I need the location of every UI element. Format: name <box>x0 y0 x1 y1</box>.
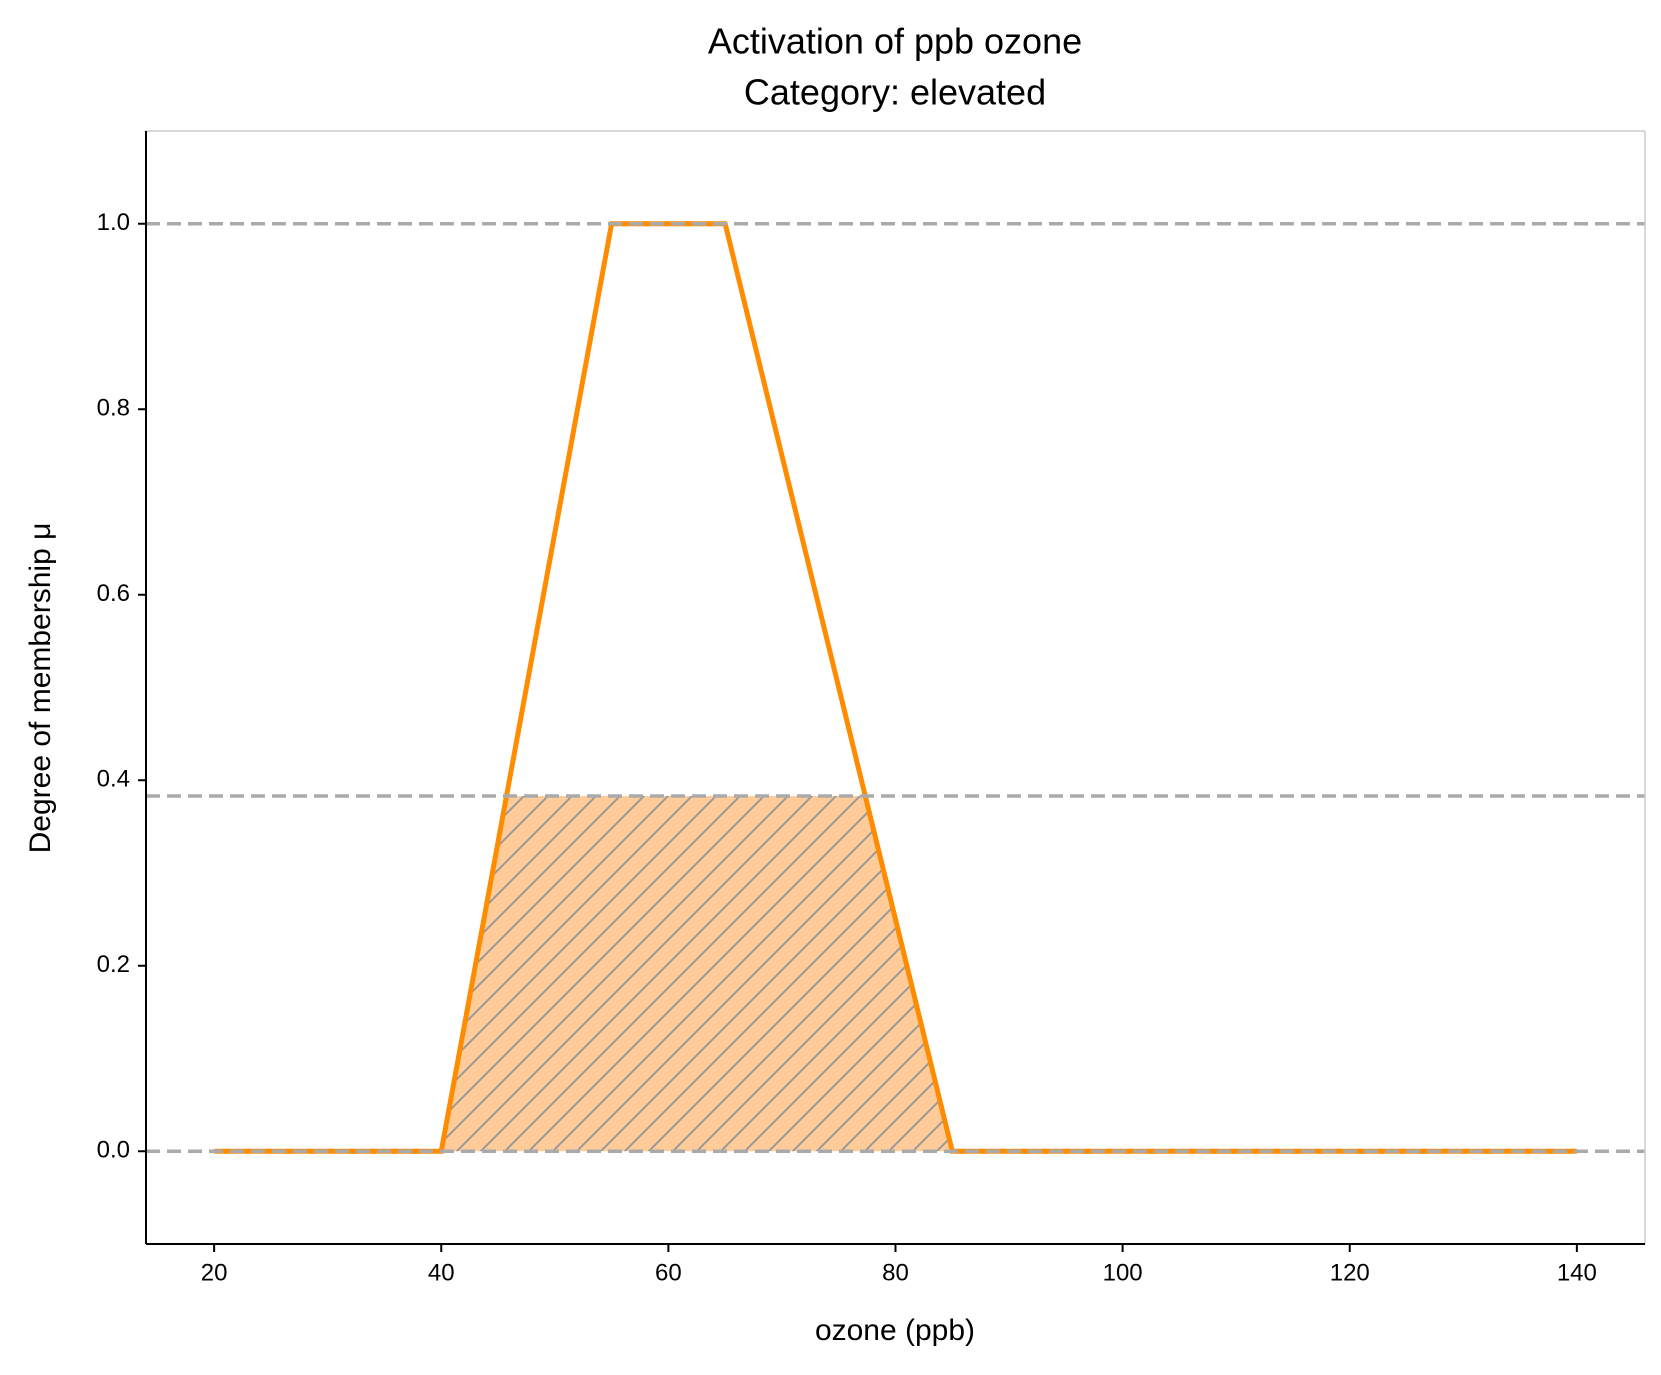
y-axis-label: Degree of membership μ <box>24 523 57 854</box>
y-tick-label: 0.0 <box>97 1137 130 1164</box>
x-tick-label: 80 <box>882 1259 909 1286</box>
x-axis-label: ozone (ppb) <box>815 1314 975 1347</box>
y-tick-label: 0.4 <box>97 766 130 793</box>
y-tick-label: 0.8 <box>97 395 130 422</box>
x-tick-label: 100 <box>1103 1259 1143 1286</box>
chart-subtitle: Category: elevated <box>744 72 1046 113</box>
y-tick-label: 0.6 <box>97 580 130 607</box>
y-tick-label: 0.2 <box>97 951 130 978</box>
x-tick-label: 40 <box>428 1259 455 1286</box>
y-tick-label: 1.0 <box>97 209 130 236</box>
x-tick-label: 20 <box>201 1259 228 1286</box>
chart-title: Activation of ppb ozone <box>708 21 1082 62</box>
x-tick-label: 60 <box>655 1259 682 1286</box>
x-tick-label: 120 <box>1330 1259 1370 1286</box>
x-tick-label: 140 <box>1557 1259 1597 1286</box>
activation-area <box>214 796 1577 1152</box>
